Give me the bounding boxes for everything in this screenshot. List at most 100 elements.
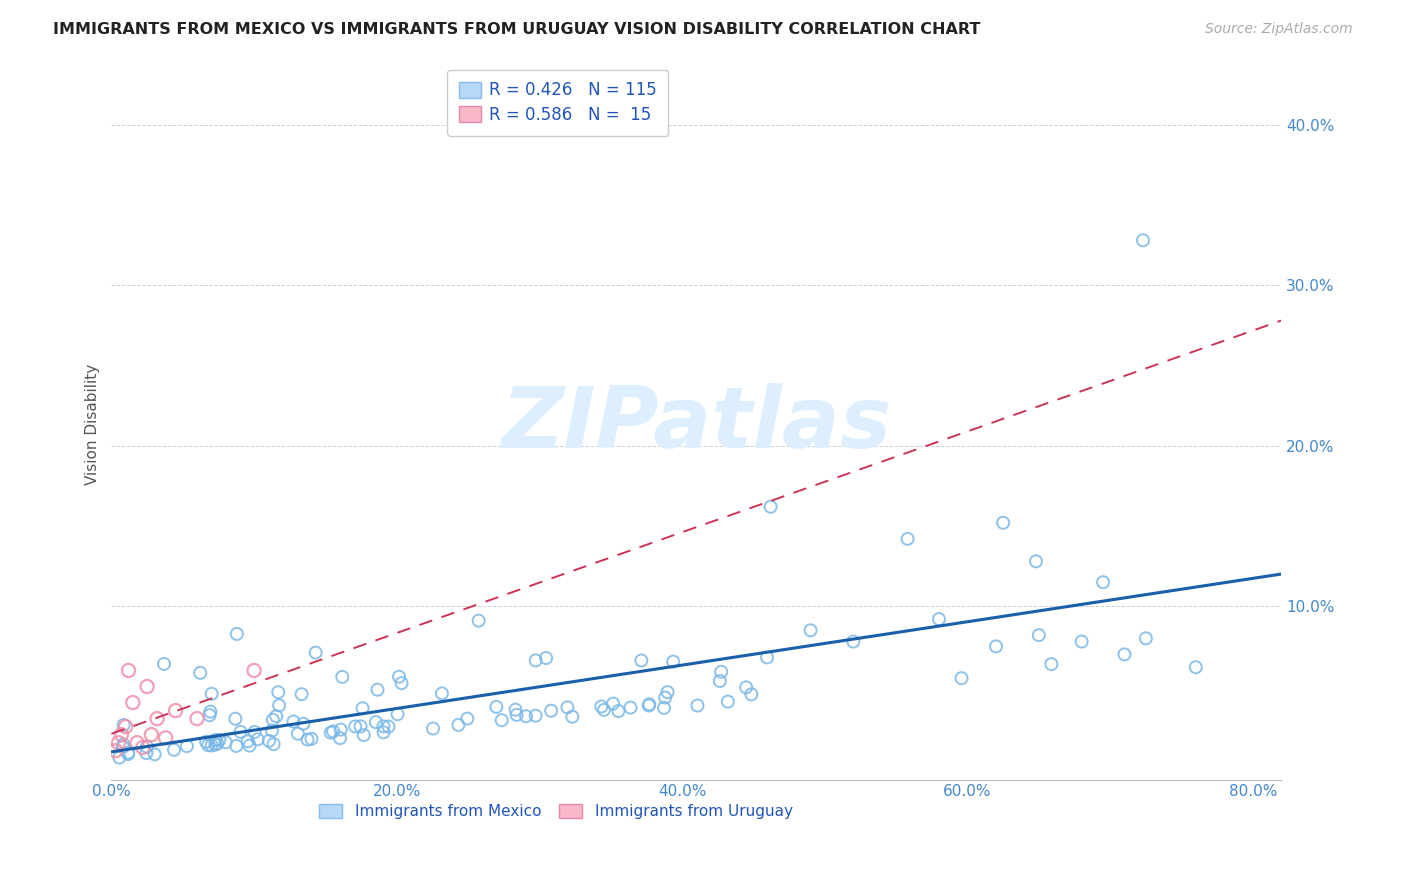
Point — [204, 733, 226, 747]
Point — [485, 699, 508, 714]
Point — [114, 720, 136, 734]
Point — [111, 740, 134, 755]
Point — [710, 665, 733, 679]
Point — [330, 670, 353, 684]
Point — [132, 740, 155, 755]
Point — [269, 698, 291, 713]
Point — [112, 738, 135, 752]
Point — [1028, 628, 1050, 642]
Point — [127, 736, 149, 750]
Point — [319, 725, 342, 739]
Point — [1040, 657, 1063, 672]
Point — [984, 640, 1007, 654]
Point — [188, 665, 211, 680]
Point — [301, 731, 323, 746]
Point — [593, 703, 616, 717]
Point — [136, 739, 159, 754]
Point — [264, 709, 287, 723]
Point — [638, 698, 661, 712]
Point — [607, 704, 630, 718]
Point — [108, 750, 131, 764]
Point — [186, 712, 208, 726]
Point — [364, 715, 387, 730]
Point — [591, 699, 613, 714]
Point — [136, 680, 159, 694]
Point — [207, 737, 229, 751]
Point — [107, 736, 129, 750]
Point — [561, 709, 583, 723]
Point — [305, 646, 328, 660]
Point — [756, 650, 779, 665]
Point — [204, 738, 226, 752]
Text: Source: ZipAtlas.com: Source: ZipAtlas.com — [1205, 22, 1353, 37]
Point — [163, 743, 186, 757]
Point — [515, 709, 537, 723]
Point — [505, 707, 527, 722]
Point — [225, 739, 247, 753]
Point — [1135, 632, 1157, 646]
Point — [717, 695, 740, 709]
Point — [447, 718, 470, 732]
Point — [897, 532, 920, 546]
Text: IMMIGRANTS FROM MEXICO VS IMMIGRANTS FROM URUGUAY VISION DISABILITY CORRELATION : IMMIGRANTS FROM MEXICO VS IMMIGRANTS FRO… — [53, 22, 981, 37]
Point — [619, 700, 641, 714]
Point — [344, 719, 367, 733]
Point — [991, 516, 1014, 530]
Point — [1184, 660, 1206, 674]
Point — [1070, 634, 1092, 648]
Point — [110, 728, 132, 742]
Point — [329, 731, 352, 746]
Text: ZIPatlas: ZIPatlas — [502, 383, 891, 466]
Point — [524, 708, 547, 723]
Point — [709, 673, 731, 688]
Point — [387, 707, 409, 722]
Point — [686, 698, 709, 713]
Point — [165, 704, 187, 718]
Point — [602, 697, 624, 711]
Point — [759, 500, 782, 514]
Point — [198, 708, 221, 723]
Point — [197, 739, 219, 753]
Point — [200, 705, 222, 719]
Legend: Immigrants from Mexico, Immigrants from Uruguay: Immigrants from Mexico, Immigrants from … — [314, 798, 799, 825]
Point — [349, 719, 371, 733]
Point — [422, 722, 444, 736]
Point — [236, 734, 259, 748]
Point — [153, 657, 176, 671]
Point — [329, 723, 352, 737]
Point — [215, 735, 238, 749]
Point — [208, 733, 231, 747]
Point — [257, 734, 280, 748]
Point — [652, 701, 675, 715]
Point — [373, 725, 395, 739]
Point — [155, 731, 177, 745]
Point — [322, 724, 344, 739]
Y-axis label: Vision Disability: Vision Disability — [86, 363, 100, 484]
Point — [366, 682, 388, 697]
Point — [534, 651, 557, 665]
Point — [505, 703, 527, 717]
Point — [1092, 575, 1115, 590]
Point — [1025, 554, 1047, 568]
Point — [225, 627, 247, 641]
Point — [352, 701, 374, 715]
Point — [201, 739, 224, 753]
Point — [540, 704, 562, 718]
Point — [377, 720, 399, 734]
Point — [391, 676, 413, 690]
Point — [260, 723, 283, 738]
Point — [104, 744, 127, 758]
Point — [224, 712, 246, 726]
Point — [146, 712, 169, 726]
Point — [195, 735, 218, 749]
Point — [246, 732, 269, 747]
Point — [176, 739, 198, 753]
Point — [112, 718, 135, 732]
Point — [662, 655, 685, 669]
Point — [950, 671, 973, 685]
Point — [292, 716, 315, 731]
Point — [491, 713, 513, 727]
Point — [735, 681, 758, 695]
Point — [388, 670, 411, 684]
Point — [117, 746, 139, 760]
